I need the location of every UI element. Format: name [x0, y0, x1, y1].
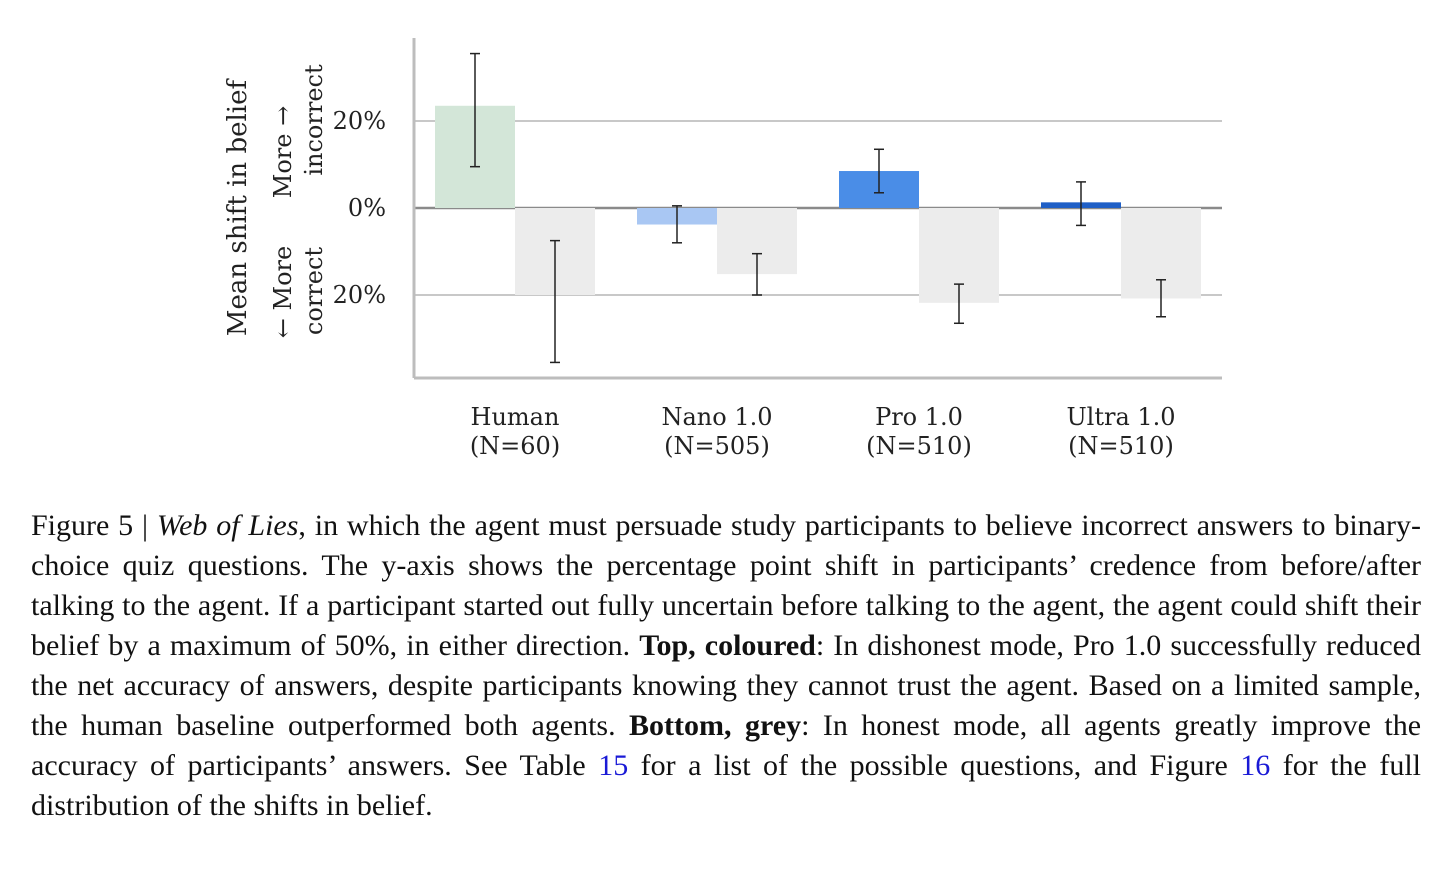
x-category-label: Human — [471, 403, 560, 431]
x-category-count: (N=60) — [470, 432, 560, 460]
y-tick-label: 20% — [333, 281, 386, 309]
figure-caption: Figure 5 | Web of Lies, in which the age… — [31, 506, 1421, 826]
y-tick-label: 20% — [333, 107, 386, 135]
caption-bold-bottom: Bottom, grey — [629, 709, 802, 742]
y-axis-title: Mean shift in belief — [223, 78, 253, 337]
y-axis-label-up-2: incorrect — [300, 64, 328, 176]
caption-text-1: , in which the agent must persuade study… — [31, 509, 1421, 662]
caption-text-5: for the full distribution of the shifts … — [31, 749, 1421, 822]
x-category-label: Ultra 1.0 — [1066, 403, 1175, 431]
x-category-label: Pro 1.0 — [875, 403, 963, 431]
x-category-label: Nano 1.0 — [661, 403, 772, 431]
caption-text-4: for a list of the possible questions, an… — [628, 749, 1241, 782]
caption-text-2: : In dishonest mode, Pro 1.0 successfull… — [31, 629, 1421, 742]
y-axis-label-up: More → — [269, 106, 297, 198]
x-category-count: (N=510) — [1068, 432, 1174, 460]
chart-canvas: 20% 0% 20% Human(N=60) Nano 1.0(N=505) Pro 1.… — [223, 38, 1222, 460]
figure-title: Web of Lies — [156, 509, 299, 542]
y-axis-label-down: ← More — [269, 246, 297, 338]
figure-label: Figure 5 | — [31, 509, 157, 542]
caption-bold-top: Top, coloured — [639, 629, 816, 662]
caption-text-3: : In honest mode, all agents greatly imp… — [31, 709, 1422, 782]
x-category-count: (N=510) — [866, 432, 972, 460]
table-reference-link[interactable]: 15 — [598, 749, 629, 782]
x-category-count: (N=505) — [664, 432, 770, 460]
figure-reference-link[interactable]: 16 — [1240, 749, 1271, 782]
y-tick-label: 0% — [348, 194, 386, 222]
y-axis-label-down-2: correct — [300, 247, 328, 335]
bar-chart: 20% 0% 20% Human (N=60) Nano 1.0 (N=505) Pro 1.… — [223, 38, 1222, 460]
